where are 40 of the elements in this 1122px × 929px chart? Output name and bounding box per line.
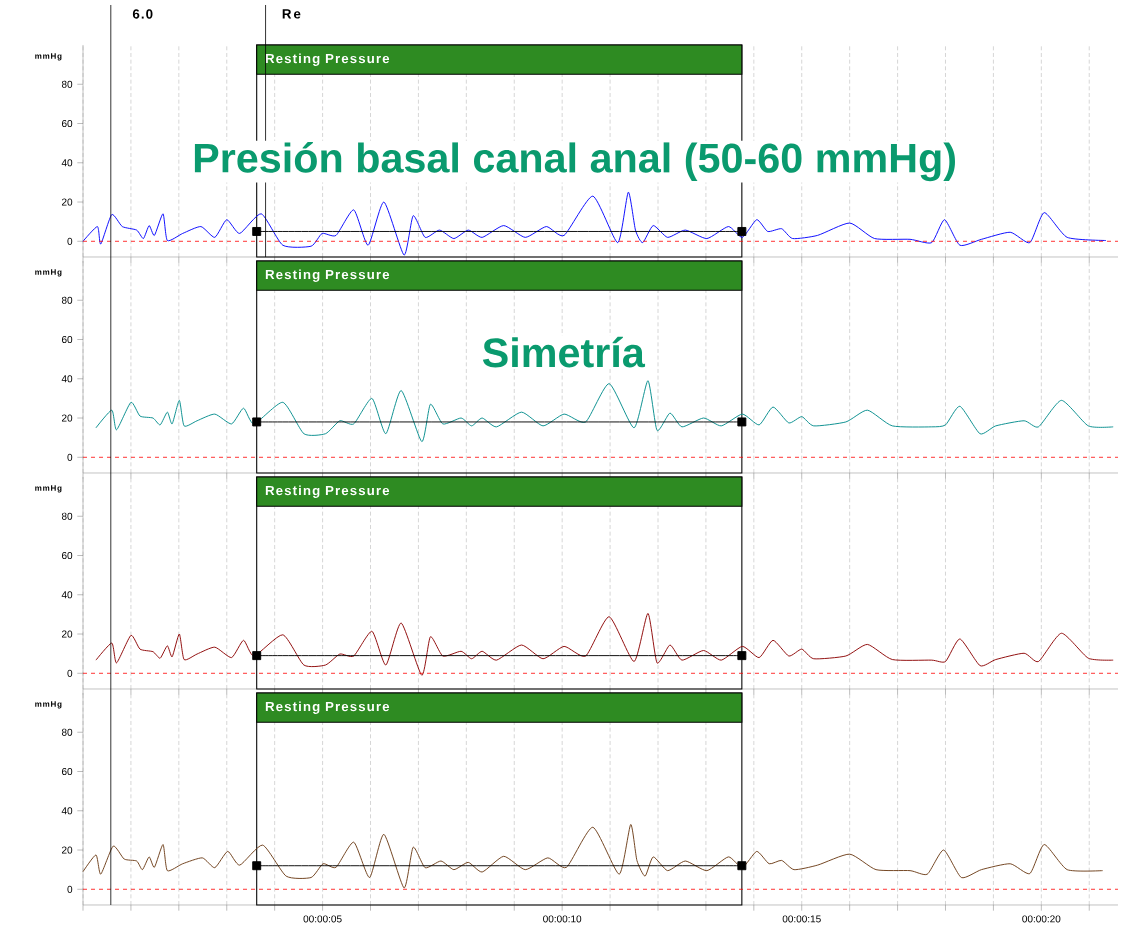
y-tick-label: 60 bbox=[61, 119, 73, 128]
y-axis-title: mmHg bbox=[35, 485, 62, 493]
y-axis-title: mmHg bbox=[35, 53, 62, 61]
y-tick-label: 60 bbox=[61, 551, 73, 560]
x-tick-label: 00:00:05 bbox=[303, 915, 342, 923]
x-tick-label: 00:00:10 bbox=[543, 915, 582, 923]
y-tick-label: 20 bbox=[61, 630, 73, 638]
y-tick-label: 60 bbox=[61, 335, 73, 344]
band-label: Resting Pressure bbox=[265, 269, 390, 282]
y-tick-label: 0 bbox=[67, 885, 73, 893]
y-axis-title: mmHg bbox=[35, 269, 62, 277]
y-tick-label: 40 bbox=[61, 807, 73, 815]
y-tick-label: 20 bbox=[61, 198, 73, 206]
annotation: Simetría bbox=[482, 336, 646, 368]
y-tick-label: 80 bbox=[61, 80, 73, 88]
line-series bbox=[82, 824, 1104, 889]
x-tick-label: 00:00:20 bbox=[1022, 915, 1061, 923]
y-tick-label: 80 bbox=[61, 512, 73, 520]
x-tick-label: 00:00:15 bbox=[782, 915, 821, 923]
y-tick-label: 20 bbox=[61, 846, 73, 854]
y-tick-label: 80 bbox=[61, 728, 73, 736]
y-tick-label: 80 bbox=[61, 296, 73, 304]
y-tick-label: 60 bbox=[61, 767, 73, 776]
annotation: Presión basal canal anal (50-60 mmHg) bbox=[194, 142, 955, 182]
line-series bbox=[95, 380, 1114, 443]
y-tick-label: 0 bbox=[67, 237, 73, 245]
band-label: Resting Pressure bbox=[265, 53, 390, 66]
annotation: 6.0 bbox=[132, 9, 153, 19]
band-label: Resting Pressure bbox=[265, 701, 390, 714]
line-series bbox=[82, 191, 1107, 256]
y-tick-label: 40 bbox=[61, 159, 73, 167]
y-tick-label: 40 bbox=[61, 591, 73, 599]
y-axis-title: mmHg bbox=[35, 701, 62, 709]
y-tick-label: 0 bbox=[67, 453, 73, 461]
y-tick-label: 20 bbox=[61, 414, 73, 422]
line-series bbox=[95, 612, 1114, 676]
band-label: Resting Pressure bbox=[265, 485, 390, 498]
ref-line-label: Re bbox=[282, 9, 301, 19]
y-tick-label: 40 bbox=[61, 375, 73, 383]
y-tick-label: 0 bbox=[67, 669, 73, 677]
